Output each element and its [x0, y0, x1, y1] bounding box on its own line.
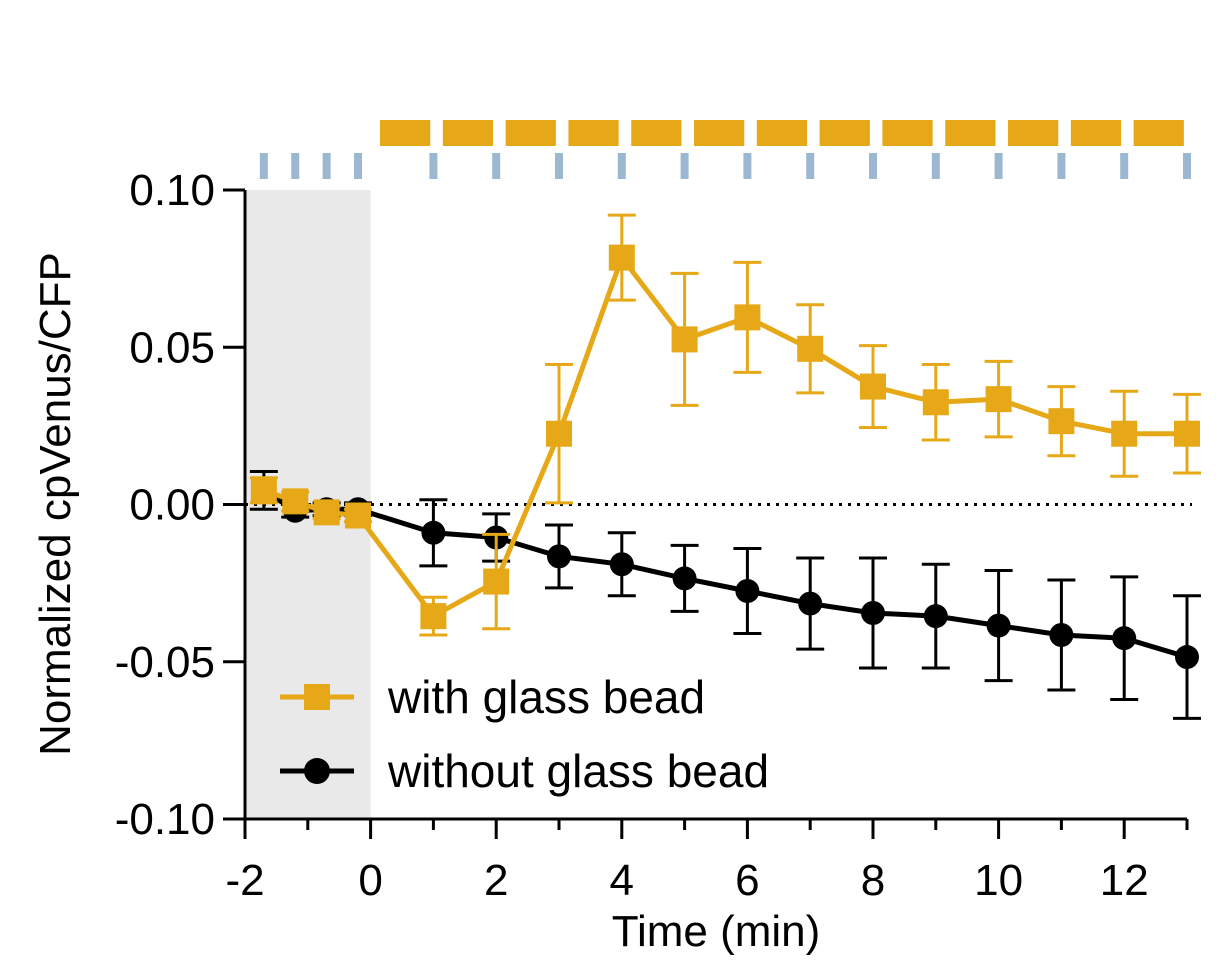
data-point-7 [609, 552, 634, 577]
data-point-4 [420, 603, 447, 630]
y-tick-label-2: 0.00 [129, 481, 215, 530]
data-point-13 [986, 613, 1011, 638]
acquisition-tick-4 [429, 153, 438, 179]
data-point-9 [735, 578, 760, 603]
stimulus-bar-4 [631, 120, 682, 146]
acquisition-tick-1 [291, 153, 300, 179]
acquisition-tick-13 [994, 153, 1003, 179]
data-point-15 [1112, 626, 1137, 651]
y-tick-label-1: 0.05 [129, 323, 215, 372]
data-point-14 [1048, 408, 1075, 435]
series-with-glass-bead [249, 213, 1201, 637]
axes: 0.10 0.05 0.00 -0.05 -0.10-2 0 2 4 6 8 10 12 [115, 166, 1189, 905]
acquisition-tick-12 [931, 153, 940, 179]
x-tick-label-5: 8 [861, 856, 885, 905]
stimulus-bar-0 [380, 120, 431, 146]
data-point-9 [734, 304, 761, 331]
acquisition-tick-6 [555, 153, 563, 179]
data-point-10 [798, 591, 823, 616]
acquisition-tick-15 [1120, 153, 1129, 179]
data-point-12 [922, 389, 949, 416]
acquisition-tick-9 [743, 153, 752, 179]
stimulus-bar-8 [882, 120, 933, 146]
x-tick-label-4: 6 [735, 856, 759, 905]
acquisition-tick-3 [354, 153, 363, 179]
y-tick-label-3: -0.05 [115, 638, 215, 687]
data-series [249, 213, 1201, 720]
y-axis-title: Normalized cpVenus/CFP [31, 252, 80, 756]
data-point-13 [985, 386, 1012, 413]
y-tick-label-4: -0.10 [115, 795, 215, 844]
stimulus-bar-5 [694, 120, 745, 146]
data-point-15 [1111, 420, 1138, 447]
data-point-11 [860, 373, 886, 400]
acquisition-tick-2 [322, 153, 331, 179]
legend-marker-without-glass-bead [304, 758, 330, 784]
data-point-11 [861, 601, 885, 626]
x-tick-label-7: 12 [1100, 856, 1149, 905]
acquisition-tick-16 [1183, 153, 1191, 179]
acquisition-tick-5 [492, 153, 501, 179]
data-point-6 [546, 420, 572, 447]
stimulus-bar-7 [819, 120, 870, 146]
acquisition-tick-0 [259, 153, 268, 179]
acquisition-ticks [259, 153, 1191, 179]
data-point-10 [797, 335, 824, 362]
data-point-8 [672, 566, 697, 591]
data-point-7 [608, 244, 635, 271]
data-point-16 [1174, 420, 1200, 447]
y-tick-label-0: 0.10 [129, 166, 215, 215]
data-point-3 [345, 502, 372, 529]
data-point-1 [282, 488, 309, 515]
x-tick-label-6: 10 [974, 856, 1023, 905]
data-point-6 [547, 544, 571, 569]
data-point-4 [421, 520, 446, 545]
stimulus-bar-6 [756, 120, 808, 146]
stimulus-bar-9 [945, 120, 996, 146]
acquisition-tick-7 [617, 153, 626, 179]
acquisition-tick-10 [806, 153, 815, 179]
acquisition-tick-8 [680, 153, 689, 179]
x-tick-label-0: -2 [225, 856, 264, 905]
data-point-8 [671, 326, 698, 353]
stimulus-bar-3 [568, 120, 619, 146]
stimulus-bar-12 [1133, 120, 1184, 146]
acquisition-tick-11 [869, 153, 877, 179]
data-point-16 [1175, 645, 1199, 670]
series-line [262, 255, 1187, 619]
data-point-14 [1049, 623, 1074, 648]
x-tick-label-1: 0 [358, 856, 382, 905]
data-point-2 [313, 499, 340, 526]
x-tick-label-2: 2 [484, 856, 508, 905]
stimulus-bars [380, 120, 1184, 146]
x-tick-label-3: 4 [610, 856, 634, 905]
legend-label-without-glass-bead: without glass bead [387, 745, 769, 797]
stimulus-bar-11 [1070, 120, 1122, 146]
stimulus-bar-2 [505, 120, 556, 146]
legend-marker-with-glass-bead [304, 684, 330, 710]
data-point-5 [483, 568, 510, 595]
acquisition-tick-14 [1057, 153, 1066, 179]
data-point-0 [250, 477, 277, 504]
x-axis-title: Time (min) [612, 907, 821, 956]
stimulus-bar-1 [442, 120, 494, 146]
legend: with glass bead without glass bead [280, 671, 769, 797]
data-point-12 [923, 604, 948, 629]
legend-label-with-glass-bead: with glass bead [387, 671, 705, 723]
stimulus-bar-10 [1008, 120, 1059, 146]
